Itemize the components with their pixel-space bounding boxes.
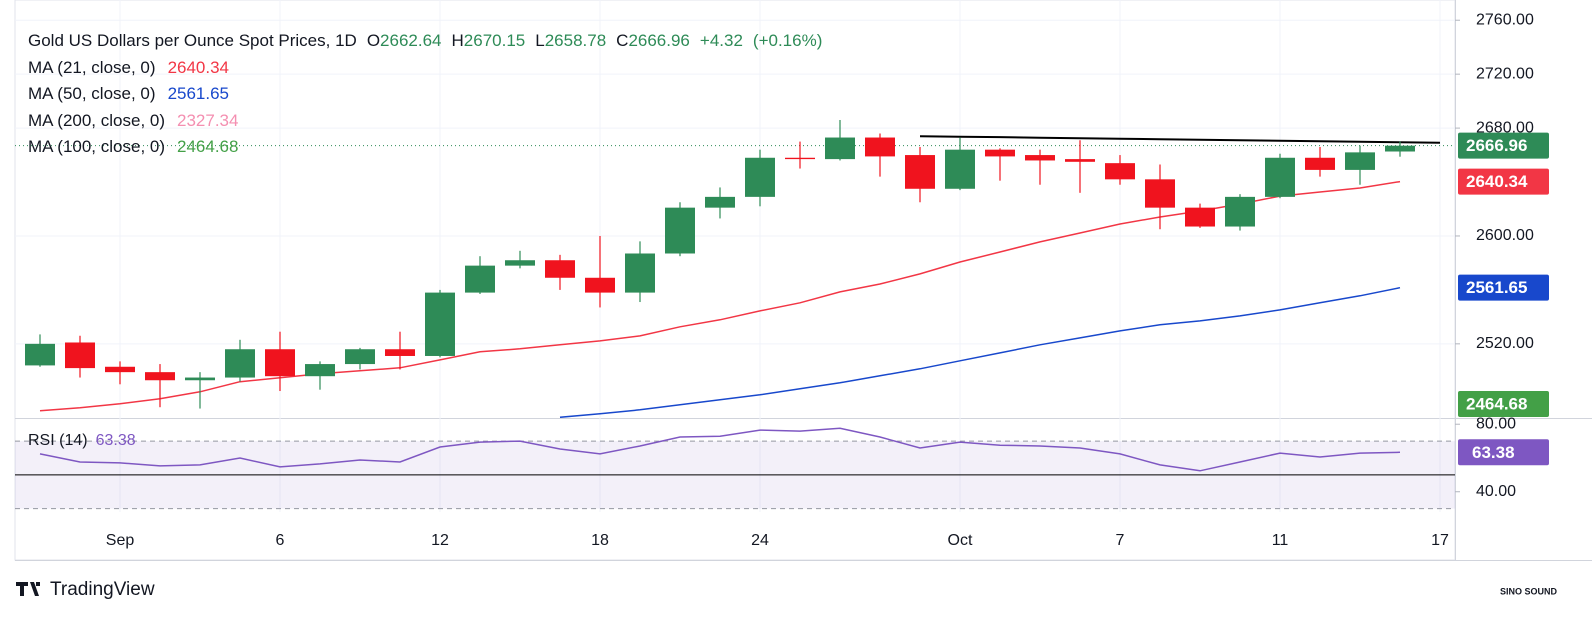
legend-value: 2327.34	[177, 110, 239, 130]
candle-body	[625, 253, 655, 293]
x-tick-label: 7	[1116, 532, 1125, 549]
trendline	[919, 135, 1441, 144]
change: +4.32	[699, 31, 743, 50]
candle-body	[145, 372, 175, 381]
y-tick-label: 80.00	[1476, 415, 1516, 432]
y-tick-label: 2680.00	[1476, 119, 1534, 136]
price-label: 63.38	[1472, 443, 1515, 462]
candle-body	[585, 277, 615, 293]
candle-body	[865, 137, 895, 157]
candle-body	[425, 292, 455, 356]
candle-body	[1025, 155, 1055, 161]
y-tick-label: 2600.00	[1476, 227, 1534, 244]
ohlc-key: C	[616, 31, 629, 50]
price-label: 2561.65	[1466, 278, 1527, 297]
candle-body	[1305, 157, 1335, 170]
candle-body	[385, 349, 415, 356]
candle-body	[185, 377, 215, 381]
candle-body	[345, 349, 375, 365]
candle-body	[825, 137, 855, 160]
candle-body	[505, 260, 535, 266]
legend-row: MA (21, close, 0) 2640.34	[28, 55, 822, 82]
price-label-box	[1458, 274, 1549, 301]
legend-name: MA (50, close, 0)	[28, 84, 156, 103]
legend-row: Gold US Dollars per Ounce Spot Prices, 1…	[28, 28, 822, 55]
ohlc-key: H	[451, 31, 464, 50]
rsi-line	[39, 427, 1401, 472]
legend-name: MA (100, close, 0)	[28, 137, 166, 156]
price-label-box	[1458, 168, 1549, 195]
rsi-legend: RSI (14) 63.38	[28, 432, 136, 449]
candle-body	[65, 342, 95, 369]
ohlc-value: 2658.78	[544, 31, 607, 50]
legend-value: 2640.34	[167, 57, 230, 77]
ohlc-value: 2662.64	[380, 31, 442, 50]
brand: TradingView	[50, 579, 155, 600]
rsi-name: RSI (14)	[28, 432, 88, 449]
candle-body	[1065, 159, 1095, 162]
y-tick-label: 40.00	[1476, 483, 1516, 500]
candle-body	[905, 155, 935, 189]
ohlc-key: L	[535, 31, 545, 50]
chart-title: Gold US Dollars per Ounce Spot Prices, 1…	[28, 31, 357, 50]
price-label-box	[1458, 132, 1549, 159]
legend-value: 2561.65	[167, 84, 230, 103]
watermark: SINO SOUND	[1500, 586, 1558, 596]
candle-body	[705, 196, 735, 208]
x-tick-label: Oct	[948, 532, 973, 549]
candle-body	[985, 149, 1015, 157]
price-label-box	[1458, 439, 1549, 466]
legend: Gold US Dollars per Ounce Spot Prices, 1…	[28, 28, 822, 161]
candle-body	[1145, 179, 1175, 208]
price-label-box	[1458, 391, 1549, 417]
legend-name: MA (21, close, 0)	[28, 57, 156, 77]
price-label: 2640.34	[1466, 172, 1528, 191]
change-pct: (+0.16%)	[752, 31, 823, 50]
candle-body	[665, 207, 695, 254]
y-tick-label: 2720.00	[1476, 65, 1534, 82]
candle-body	[545, 260, 575, 278]
x-tick-label: 11	[1272, 532, 1289, 549]
candle-body	[465, 265, 495, 293]
candle-body	[1345, 152, 1375, 170]
brand-logo	[16, 582, 40, 596]
price-label: 2464.68	[1466, 394, 1527, 413]
legend-name: MA (200, close, 0)	[28, 110, 166, 130]
moving-average	[39, 180, 1401, 412]
y-tick-label: 2520.00	[1476, 335, 1534, 352]
y-tick-label: 2760.00	[1476, 11, 1534, 28]
candle-body	[1385, 145, 1415, 152]
candle-body	[1185, 207, 1215, 227]
x-tick-label: 17	[1431, 532, 1449, 549]
candle-body	[25, 343, 55, 366]
ohlc-value: 2666.96	[628, 31, 690, 50]
x-tick-label: Sep	[106, 532, 135, 549]
x-tick-label: 24	[751, 532, 769, 549]
moving-average	[559, 286, 1401, 418]
x-tick-label: 12	[431, 532, 449, 549]
candle-body	[745, 157, 775, 197]
candle-body	[785, 157, 815, 160]
candle-body	[1225, 196, 1255, 227]
candle-body	[105, 366, 135, 373]
legend-value: 2464.68	[177, 137, 239, 156]
x-tick-label: 18	[591, 532, 609, 549]
candle-body	[265, 349, 295, 377]
rsi-value: 63.38	[96, 432, 136, 449]
candle-body	[305, 364, 335, 377]
x-tick-label: 6	[276, 532, 285, 549]
candle-body	[1265, 157, 1295, 197]
candle-body	[225, 349, 255, 378]
candle-body	[945, 149, 975, 189]
candle-body	[1105, 163, 1135, 180]
legend-row: MA (200, close, 0) 2327.34	[28, 108, 822, 135]
ohlc-value: 2670.15	[463, 31, 526, 50]
ohlc-key: O	[366, 31, 381, 50]
price-label: 2666.96	[1466, 136, 1527, 155]
legend-row: MA (50, close, 0) 2561.65	[28, 81, 822, 108]
legend-row: MA (100, close, 0) 2464.68	[28, 134, 822, 161]
